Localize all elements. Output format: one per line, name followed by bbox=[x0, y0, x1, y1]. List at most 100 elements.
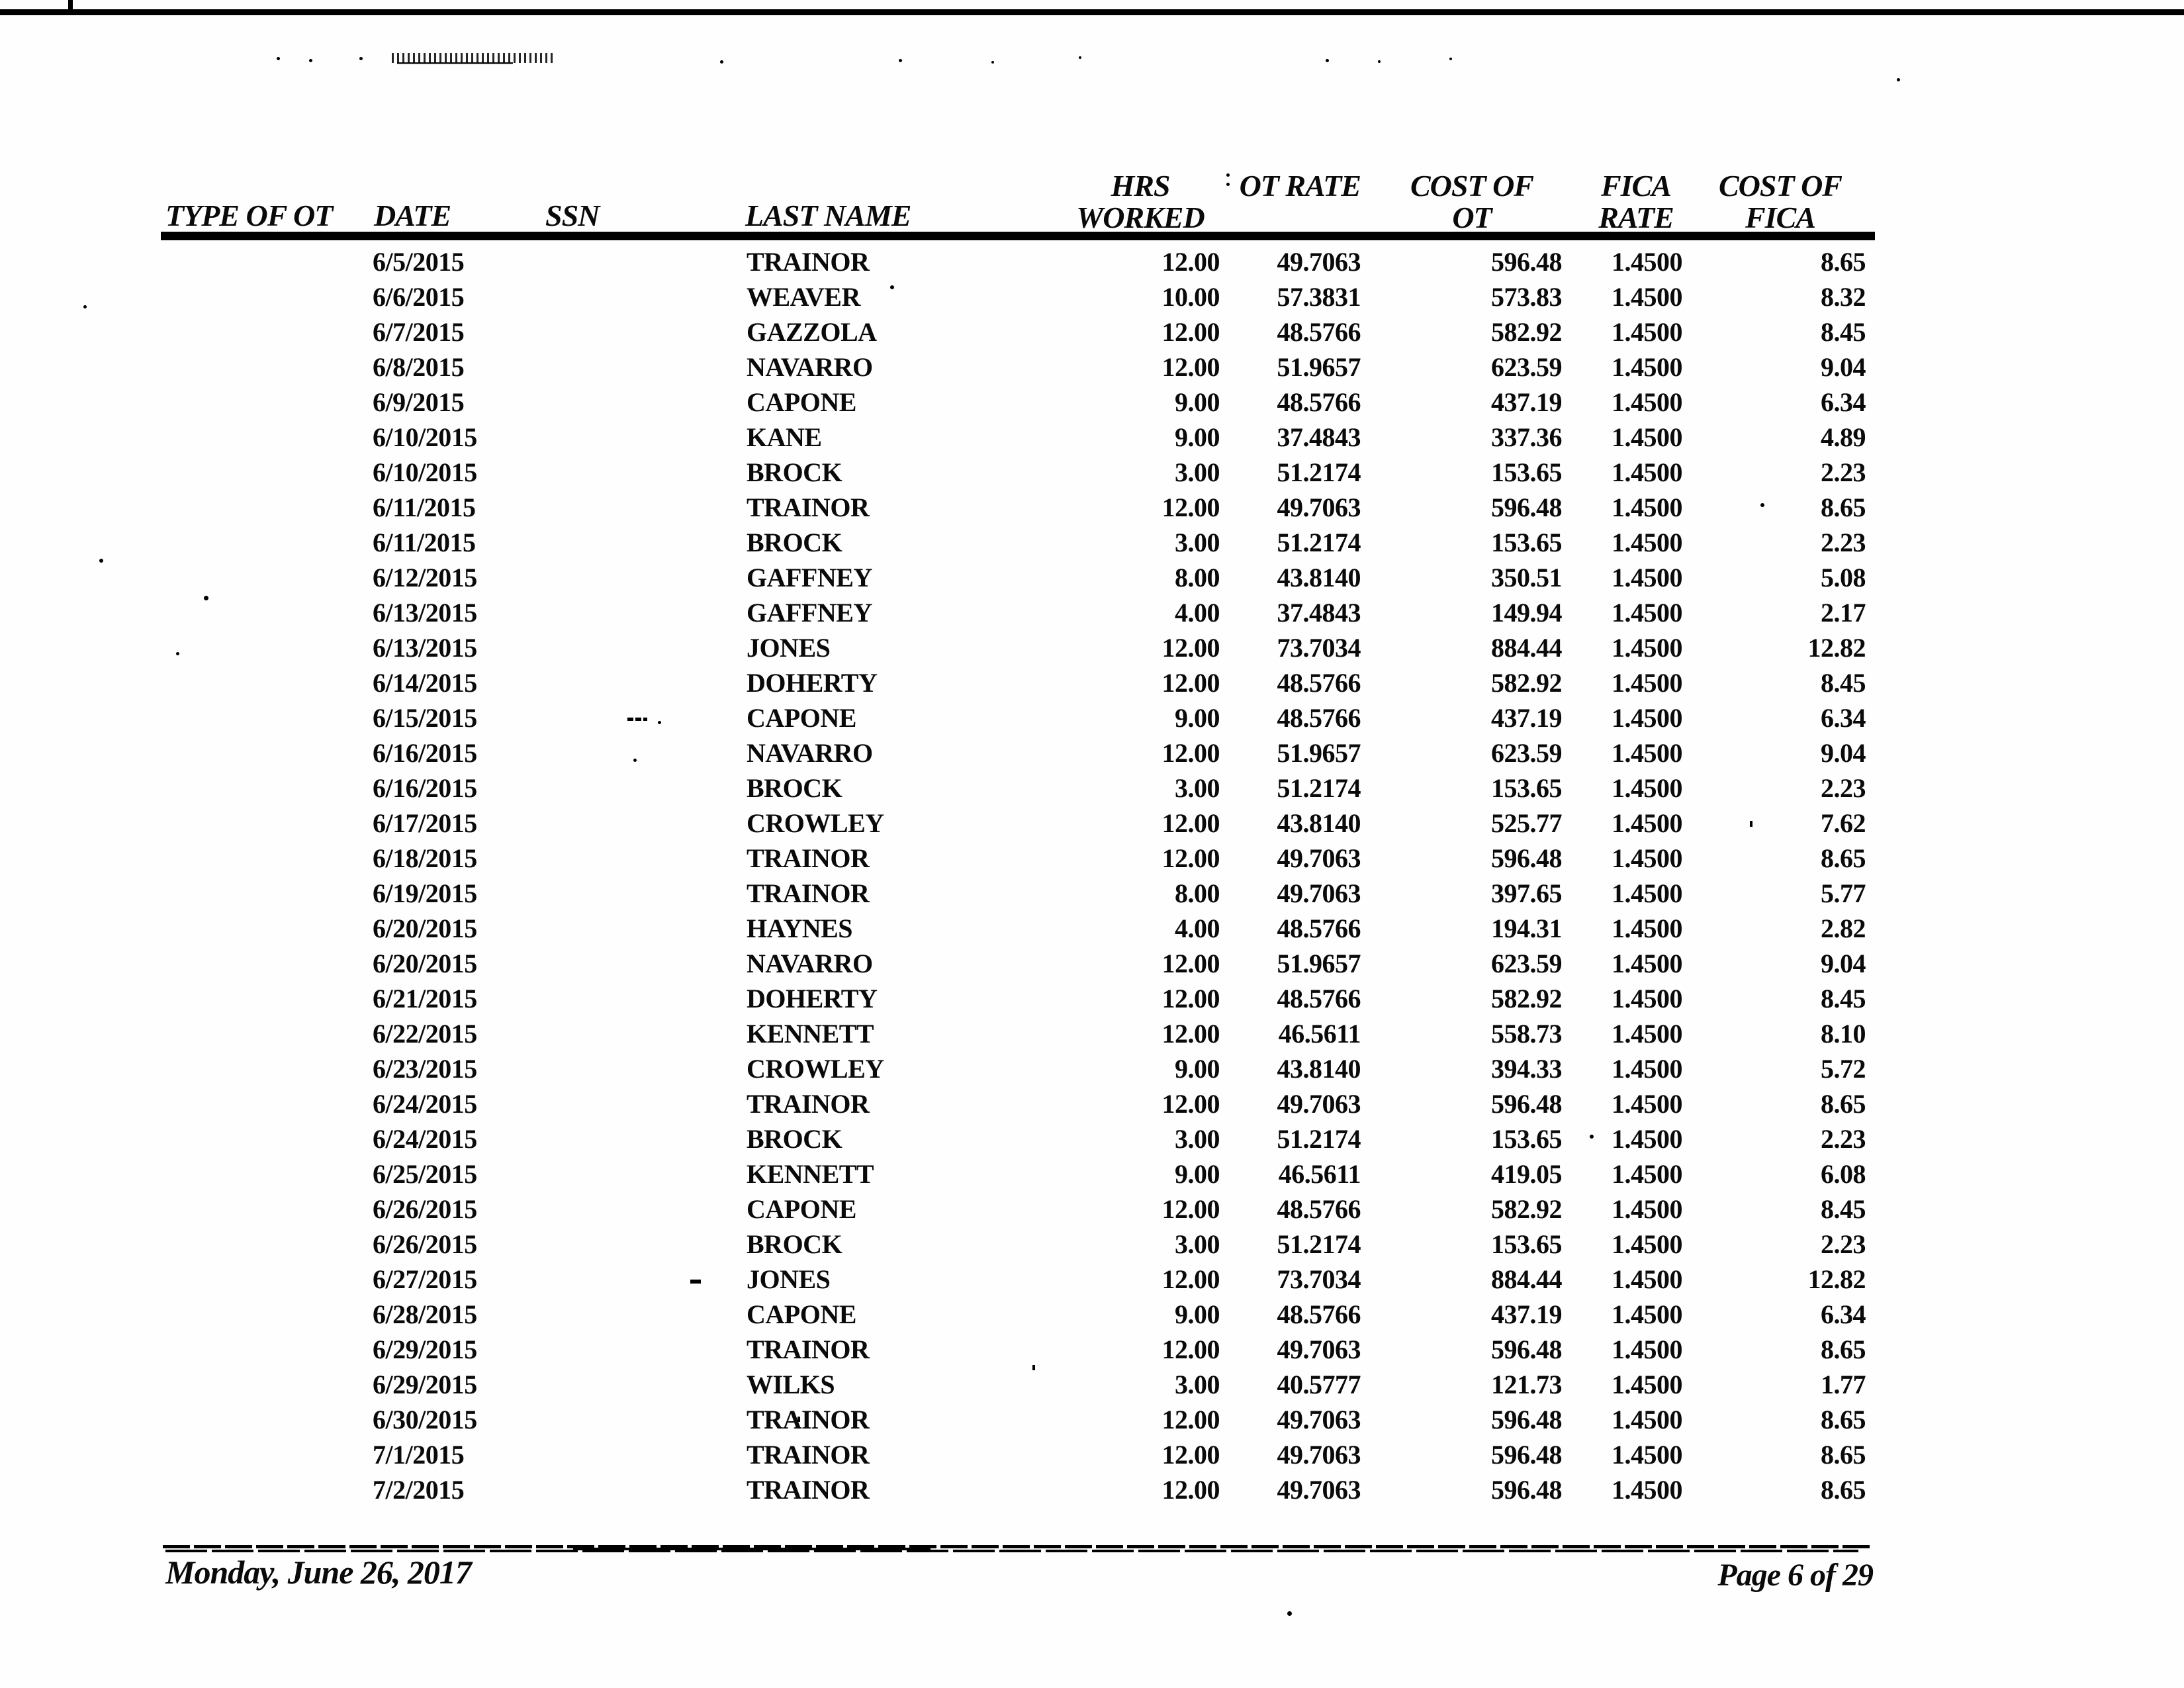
row-cell-cost-of-ot: 397.65 bbox=[1491, 878, 1563, 908]
row-cell-cost-of-fica: 9.04 bbox=[1821, 949, 1866, 978]
row-cell-cost-of-fica: 2.82 bbox=[1821, 914, 1866, 943]
row-cell-last-name: BROCK bbox=[747, 773, 842, 803]
col-header-fica-rate-line2: RATE bbox=[1598, 201, 1674, 234]
row-cell-ot-rate: 49.7063 bbox=[1277, 1475, 1361, 1505]
scan-speck bbox=[99, 559, 103, 563]
row-cell-cost-of-ot: 596.48 bbox=[1491, 1440, 1563, 1470]
row-cell-cost-of-fica: 6.34 bbox=[1821, 703, 1866, 733]
row-cell-last-name: JONES bbox=[747, 1264, 831, 1294]
row-cell-date: 6/29/2015 bbox=[373, 1370, 477, 1399]
scan-speck bbox=[1079, 56, 1081, 59]
row-cell-last-name: CAPONE bbox=[747, 1299, 856, 1329]
row-cell-cost-of-ot: 437.19 bbox=[1491, 1299, 1563, 1329]
scan-artifact-dashes bbox=[627, 718, 647, 721]
row-cell-cost-of-fica: 8.65 bbox=[1821, 247, 1866, 277]
row-cell-last-name: BROCK bbox=[747, 528, 842, 557]
row-cell-cost-of-ot: 596.48 bbox=[1491, 1405, 1563, 1434]
row-cell-last-name: KANE bbox=[747, 422, 822, 452]
row-cell-cost-of-ot: 121.73 bbox=[1491, 1370, 1563, 1399]
row-cell-hrs-worked: 3.00 bbox=[1175, 1124, 1220, 1154]
row-cell-cost-of-ot: 884.44 bbox=[1491, 633, 1563, 663]
table-row: 6/6/2015 WEAVER 10.00 57.3831 573.83 1.4500 8.… bbox=[0, 283, 2184, 318]
col-header-hrs-worked-line2: WORKED bbox=[1076, 201, 1205, 234]
row-cell-cost-of-ot: 582.92 bbox=[1491, 668, 1563, 698]
table-row: 6/22/2015 KENNETT 12.00 46.5611 558.73 1.4500… bbox=[0, 1019, 2184, 1055]
table-row: 6/13/2015 GAFFNEY 4.00 37.4843 149.94 1.4500 2… bbox=[0, 598, 2184, 633]
row-cell-ot-rate: 49.7063 bbox=[1277, 1440, 1361, 1470]
table-row: 6/28/2015 CAPONE 9.00 48.5766 437.19 1.4500 6.… bbox=[0, 1300, 2184, 1335]
scan-speck bbox=[1590, 1135, 1594, 1139]
row-cell-date: 6/22/2015 bbox=[373, 1019, 477, 1049]
row-cell-ot-rate: 49.7063 bbox=[1277, 1405, 1361, 1434]
row-cell-cost-of-ot: 582.92 bbox=[1491, 1194, 1563, 1224]
row-cell-date: 6/19/2015 bbox=[373, 878, 477, 908]
table-row: 6/25/2015 KENNETT 9.00 46.5611 419.05 1.4500 6… bbox=[0, 1160, 2184, 1195]
row-cell-fica-rate: 1.4500 bbox=[1612, 492, 1683, 522]
row-cell-hrs-worked: 12.00 bbox=[1161, 633, 1220, 663]
scan-speck bbox=[1760, 503, 1764, 507]
table-row: 6/19/2015 TRAINOR 8.00 49.7063 397.65 1.4500 5… bbox=[0, 879, 2184, 914]
row-cell-hrs-worked: 12.00 bbox=[1161, 738, 1220, 768]
row-cell-hrs-worked: 4.00 bbox=[1175, 598, 1220, 628]
row-cell-ot-rate: 37.4843 bbox=[1277, 598, 1361, 628]
table-row: 6/20/2015 NAVARRO 12.00 51.9657 623.59 1.4500… bbox=[0, 949, 2184, 984]
row-cell-fica-rate: 1.4500 bbox=[1612, 878, 1683, 908]
table-row: 6/8/2015 NAVARRO 12.00 51.9657 623.59 1.4500 9… bbox=[0, 353, 2184, 388]
row-cell-ot-rate: 37.4843 bbox=[1277, 422, 1361, 452]
row-cell-date: 6/26/2015 bbox=[373, 1194, 477, 1224]
row-cell-ot-rate: 49.7063 bbox=[1277, 1335, 1361, 1364]
table-row: 7/2/2015 TRAINOR 12.00 49.7063 596.48 1.4500 8… bbox=[0, 1476, 2184, 1511]
scan-speck bbox=[1897, 78, 1900, 81]
row-cell-cost-of-ot: 596.48 bbox=[1491, 1335, 1563, 1364]
row-cell-date: 6/8/2015 bbox=[373, 352, 465, 382]
table-row: 6/29/2015 WILKS 3.00 40.5777 121.73 1.4500 1.7… bbox=[0, 1370, 2184, 1405]
row-cell-cost-of-ot: 337.36 bbox=[1491, 422, 1563, 452]
row-cell-cost-of-ot: 596.48 bbox=[1491, 492, 1563, 522]
row-cell-ot-rate: 49.7063 bbox=[1277, 843, 1361, 873]
table-row: 6/10/2015 KANE 9.00 37.4843 337.36 1.4500 4.89 bbox=[0, 423, 2184, 458]
row-cell-last-name: GAFFNEY bbox=[747, 598, 872, 628]
row-cell-date: 6/24/2015 bbox=[373, 1124, 477, 1154]
row-cell-fica-rate: 1.4500 bbox=[1612, 703, 1683, 733]
row-cell-date: 6/10/2015 bbox=[373, 457, 477, 487]
table-row: 6/27/2015 JONES 12.00 73.7034 884.44 1.4500 12… bbox=[0, 1265, 2184, 1300]
row-cell-date: 6/13/2015 bbox=[373, 598, 477, 628]
row-cell-last-name: WEAVER bbox=[747, 282, 860, 312]
row-cell-hrs-worked: 12.00 bbox=[1161, 1019, 1220, 1049]
col-header-date: DATE bbox=[374, 199, 451, 232]
row-cell-fica-rate: 1.4500 bbox=[1612, 317, 1683, 347]
row-cell-cost-of-fica: 5.08 bbox=[1821, 563, 1866, 592]
col-header-cost-of-fica-line1: COST OF bbox=[1719, 169, 1843, 203]
row-cell-hrs-worked: 3.00 bbox=[1175, 773, 1220, 803]
scan-speck bbox=[1378, 60, 1381, 63]
row-cell-cost-of-ot: 623.59 bbox=[1491, 949, 1563, 978]
scan-speck bbox=[1226, 183, 1230, 186]
row-cell-date: 6/20/2015 bbox=[373, 949, 477, 978]
row-cell-date: 6/10/2015 bbox=[373, 422, 477, 452]
row-cell-cost-of-fica: 9.04 bbox=[1821, 738, 1866, 768]
row-cell-date: 6/20/2015 bbox=[373, 914, 477, 943]
row-cell-ot-rate: 48.5766 bbox=[1277, 1194, 1361, 1224]
row-cell-ot-rate: 73.7034 bbox=[1277, 633, 1361, 663]
row-cell-hrs-worked: 12.00 bbox=[1161, 317, 1220, 347]
row-cell-cost-of-fica: 4.89 bbox=[1821, 422, 1866, 452]
scan-speck bbox=[797, 1417, 800, 1422]
row-cell-hrs-worked: 12.00 bbox=[1161, 247, 1220, 277]
row-cell-cost-of-fica: 8.65 bbox=[1821, 1089, 1866, 1119]
footer-print-date: Monday, June 26, 2017 bbox=[165, 1554, 472, 1591]
row-cell-date: 6/6/2015 bbox=[373, 282, 465, 312]
row-cell-cost-of-fica: 2.23 bbox=[1821, 1229, 1866, 1259]
row-cell-cost-of-fica: 12.82 bbox=[1807, 633, 1866, 663]
footer-rule-bottom-line bbox=[165, 1550, 1859, 1552]
row-cell-cost-of-fica: 8.65 bbox=[1821, 1475, 1866, 1505]
row-cell-fica-rate: 1.4500 bbox=[1612, 949, 1683, 978]
row-cell-last-name: TRAINOR bbox=[747, 247, 870, 277]
row-cell-last-name: KENNETT bbox=[747, 1019, 874, 1049]
scan-speck bbox=[1226, 173, 1230, 177]
table-row: 6/15/2015 CAPONE 9.00 48.5766 437.19 1.4500 6.… bbox=[0, 704, 2184, 739]
row-cell-cost-of-ot: 149.94 bbox=[1491, 598, 1563, 628]
scan-speck bbox=[890, 285, 894, 289]
table-row: 6/11/2015 TRAINOR 12.00 49.7063 596.48 1.4500… bbox=[0, 493, 2184, 528]
row-cell-hrs-worked: 3.00 bbox=[1175, 1370, 1220, 1399]
row-cell-ot-rate: 51.9657 bbox=[1277, 949, 1361, 978]
